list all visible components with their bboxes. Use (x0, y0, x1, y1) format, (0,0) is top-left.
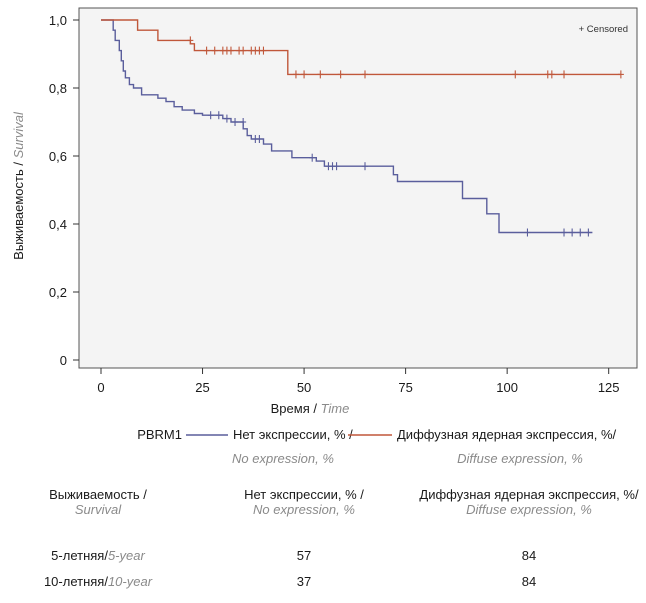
x-axis-title-sub: Time (321, 401, 350, 416)
summary-header-survival-main: Выживаемость / (49, 487, 147, 502)
row-label-sub: 10-year (107, 574, 153, 589)
y-tick-label: 1,0 (49, 13, 67, 28)
plot-background (78, 7, 638, 369)
legend-sublabel-diffuse: Diffuse expression, % (457, 451, 583, 466)
y-axis-title-sub: Survival (11, 111, 26, 158)
legend-label-diffuse: Диффузная ядерная экспрессия, %/ (397, 427, 617, 442)
axes: 0 25 50 75 100 125 0 0,2 0,4 0,6 0,8 1,0 (49, 13, 620, 395)
y-tick-label: 0 (60, 353, 67, 368)
x-tick-label: 50 (297, 380, 311, 395)
km-chart: 0 25 50 75 100 125 0 0,2 0,4 0,6 0,8 1,0 + Censored… (11, 7, 638, 466)
row-label-sub: 5-year (107, 548, 145, 563)
x-tick-label: 100 (496, 380, 518, 395)
y-tick-label: 0,4 (49, 217, 67, 232)
summary-header-diffuse-sub: Diffuse expression, % (466, 502, 592, 517)
row-label-main: 5-летняя/ (51, 548, 108, 563)
censored-legend-note: + Censored (579, 24, 628, 35)
legend: PBRM1 Нет экспрессии, % / No expression,… (137, 427, 616, 466)
x-tick-label: 0 (97, 380, 104, 395)
y-tick-label: 0,2 (49, 285, 67, 300)
survival-summary-table: Выживаемость / Survival Нет экспрессии, … (0, 487, 646, 597)
cell-diffuse-5-year: 84 (521, 548, 537, 563)
summary-header-no-expression-sub: No expression, % (253, 502, 355, 517)
cell-diffuse-10-year: 84 (521, 574, 537, 589)
summary-header-row: Выживаемость / Survival Нет экспрессии, … (0, 487, 646, 545)
legend-sublabel-no-expression: No expression, % (232, 451, 334, 466)
row-label-5-year: 5-летняя/5-year (0, 545, 196, 571)
x-tick-label: 25 (195, 380, 209, 395)
x-axis-title-main: Время / (271, 401, 321, 416)
cell-no-expression-5-year: 57 (296, 548, 312, 563)
summary-header-survival: Выживаемость / Survival (0, 487, 196, 545)
x-axis-title: Время / Time (271, 401, 350, 416)
table-row: 10-летняя/10-year 37 84 (0, 571, 646, 597)
table-row: 5-летняя/5-year 57 84 (0, 545, 646, 571)
cell-no-expression-10-year: 37 (296, 574, 312, 589)
y-tick-label: 0,8 (49, 81, 67, 96)
summary-header-diffuse-main: Диффузная ядерная экспрессия, %/ (419, 487, 639, 502)
summary-header-no-expression: Нет экспрессии, % / No expression, % (196, 487, 412, 545)
summary-header-survival-sub: Survival (74, 502, 122, 517)
row-label-main: 10-летняя/ (43, 574, 108, 589)
y-axis-title-main: Выживаемость / (11, 158, 26, 259)
legend-title: PBRM1 (137, 427, 182, 442)
x-tick-label: 75 (398, 380, 412, 395)
legend-label-no-expression: Нет экспрессии, % / (233, 427, 353, 442)
summary-header-diffuse: Диффузная ядерная экспрессия, %/ Diffuse… (412, 487, 646, 545)
y-axis-title: Выживаемость / Survival (11, 111, 26, 260)
row-label-10-year: 10-летняя/10-year (0, 571, 196, 597)
plot-area (78, 7, 638, 369)
series-layer (101, 19, 624, 237)
summary-header-no-expression-main: Нет экспрессии, % / (244, 487, 364, 502)
y-tick-label: 0,6 (49, 149, 67, 164)
x-tick-label: 125 (598, 380, 620, 395)
